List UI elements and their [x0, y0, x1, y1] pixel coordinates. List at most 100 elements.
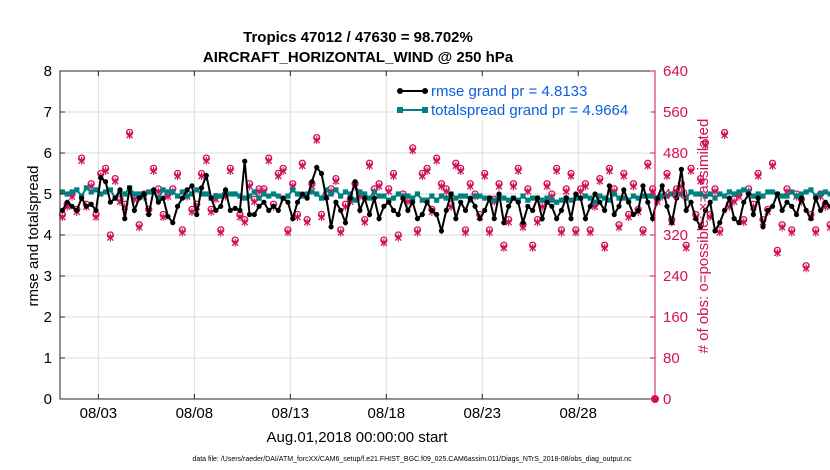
rmse-point: [208, 195, 214, 201]
rmse-point: [299, 191, 305, 197]
totalspread-point: [179, 189, 185, 195]
y-right-tick-label: 240: [663, 268, 688, 285]
rmse-point: [664, 203, 670, 209]
totalspread-point: [270, 191, 277, 197]
obs-possible-point: [576, 185, 585, 193]
rmse-point: [717, 220, 723, 226]
obs-possible-point: [562, 185, 570, 193]
rmse-point: [731, 216, 737, 222]
legend: rmse grand pr = 4.8133 totalspread grand…: [393, 79, 651, 121]
legend-rmse-marker-right: [422, 88, 428, 94]
rmse-point: [318, 170, 325, 177]
rmse-point: [136, 195, 142, 201]
rmse-point: [635, 207, 641, 213]
rmse-point: [645, 199, 651, 205]
axes: 08/03 08/08 08/13 08/18 08/23 08/280123456780…: [44, 63, 688, 422]
totalspread-point: [602, 195, 608, 201]
totalspread-point: [501, 195, 507, 201]
obs-possible-point: [361, 215, 369, 224]
totalspread-point: [731, 191, 737, 197]
rmse-point: [813, 195, 819, 201]
totalspread-point: [198, 191, 205, 197]
obs-possible-point: [567, 169, 575, 178]
totalspread-point: [817, 191, 824, 197]
totalspread-point: [793, 193, 800, 199]
legend-spread-marker-left: [397, 107, 403, 113]
rmse-point: [534, 195, 541, 201]
totalspread-point: [309, 189, 315, 195]
totalspread-point: [107, 187, 113, 193]
rmse-point: [429, 207, 435, 213]
totalspread-point: [165, 189, 171, 195]
rmse-point: [376, 216, 382, 222]
obs-possible-point: [711, 185, 719, 193]
rmse-point: [83, 203, 89, 209]
totalspread-point: [472, 193, 478, 199]
x-tick-label: 08/23: [463, 405, 501, 422]
totalspread-point: [429, 193, 435, 199]
totalspread-point: [362, 191, 368, 197]
totalspread-point: [558, 197, 565, 203]
totalspread-point: [93, 187, 99, 193]
obs-possible-point: [375, 180, 383, 188]
obs-possible-point: [552, 164, 561, 173]
rmse-point: [395, 211, 401, 218]
totalspread-point: [606, 197, 613, 203]
totalspread-point: [549, 197, 555, 203]
rmse-point: [218, 203, 224, 209]
obs-possible-point: [543, 180, 551, 188]
rmse-point: [472, 203, 478, 209]
rmse-point: [280, 195, 286, 201]
obs-possible-point: [644, 159, 652, 167]
totalspread-point: [88, 189, 94, 195]
rmse-point: [352, 179, 358, 185]
legend-spread-marker-right: [422, 107, 428, 113]
totalspread-point: [827, 191, 830, 197]
obs-possible-point: [600, 241, 609, 249]
rmse-point: [568, 216, 574, 222]
rmse-point: [573, 191, 579, 197]
rmse-point: [261, 199, 267, 205]
totalspread-point: [587, 195, 593, 201]
rmse-point: [779, 207, 785, 213]
totalspread-point: [784, 193, 790, 199]
obs-possible-point: [524, 185, 532, 193]
rmse-point: [549, 203, 555, 209]
obs-assimilated-stroke: [826, 223, 830, 229]
totalspread-point: [707, 191, 713, 197]
totalspread-point: [616, 195, 622, 201]
totalspread-point: [98, 191, 104, 197]
obs-possible-point: [802, 262, 810, 270]
rmse-point: [726, 195, 732, 201]
totalspread-point: [390, 195, 397, 201]
totalspread-point: [184, 193, 190, 199]
rmse-point: [155, 199, 161, 205]
obs-possible-point: [586, 226, 594, 234]
totalspread-point: [203, 191, 209, 197]
rmse-point: [198, 185, 205, 191]
totalspread-point: [808, 187, 814, 193]
totalspread-point: [755, 191, 761, 197]
rmse-point: [381, 203, 387, 209]
totalspread-point: [131, 191, 137, 197]
obs-possible-point: [418, 169, 426, 178]
totalspread-point: [568, 197, 574, 203]
totalspread-point: [294, 191, 301, 197]
rmse-point: [510, 195, 517, 201]
y-tick-label: 1: [44, 350, 52, 367]
rmse-point: [477, 216, 483, 222]
rmse-point: [467, 195, 473, 201]
rmse-point: [789, 203, 795, 209]
obs-possible-point: [125, 128, 134, 137]
rmse-point: [793, 211, 800, 218]
obs-possible-point: [768, 159, 777, 167]
obs-possible-point: [380, 236, 388, 244]
rmse-point: [741, 199, 747, 205]
totalspread-point: [333, 187, 339, 193]
obs-possible-point: [788, 226, 796, 234]
obs-possible-point: [457, 164, 465, 173]
rmse-point: [270, 203, 277, 209]
obs-possible-point: [778, 221, 786, 229]
obs-possible-point: [265, 154, 273, 162]
obs-possible-point: [548, 190, 556, 198]
